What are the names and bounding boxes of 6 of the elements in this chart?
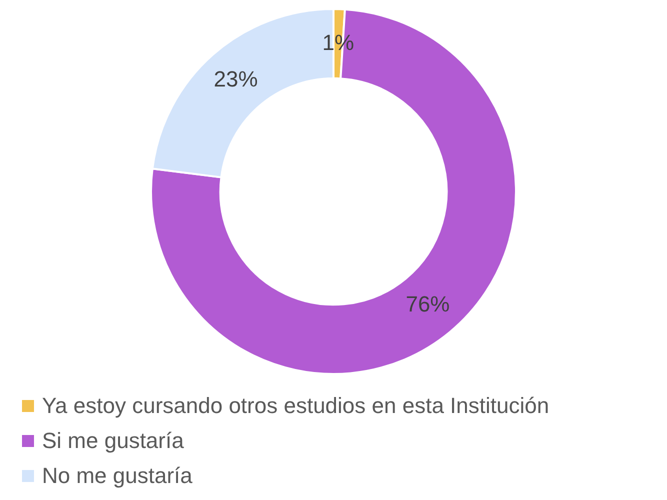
data-label: 1% <box>322 30 354 55</box>
legend-label: No me gustaría <box>42 462 192 488</box>
data-label: 23% <box>214 66 258 92</box>
legend-label: Si me gustaría <box>42 428 184 454</box>
data-label: 76% <box>406 291 450 316</box>
legend-label: Ya estoy cursando otros estudios en esta Institución <box>42 392 550 418</box>
